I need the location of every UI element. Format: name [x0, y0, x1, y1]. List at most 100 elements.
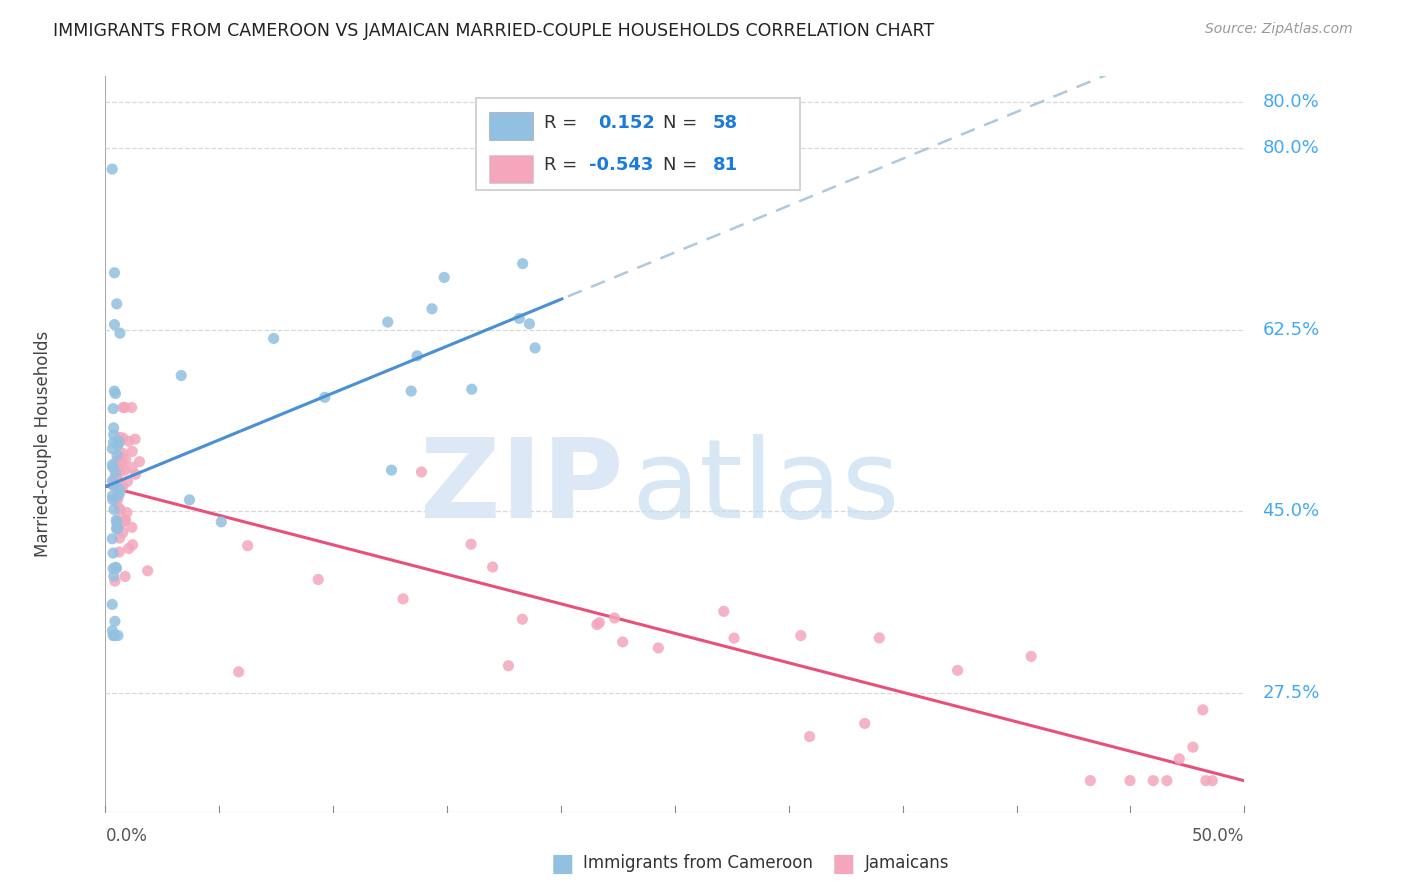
Point — [136, 564, 159, 578]
Point — [118, 541, 141, 556]
Point — [104, 469, 127, 483]
Point — [1201, 773, 1223, 788]
Point — [121, 538, 143, 552]
Text: IMMIGRANTS FROM CAMEROON VS JAMAICAN MARRIED-COUPLE HOUSEHOLDS CORRELATION CHART: IMMIGRANTS FROM CAMEROON VS JAMAICAN MAR… — [53, 22, 935, 40]
Point — [105, 513, 128, 527]
Point — [105, 514, 128, 528]
Text: R =: R = — [544, 114, 583, 132]
Text: 81: 81 — [713, 156, 738, 174]
Point — [107, 438, 129, 452]
Point — [107, 476, 129, 491]
Point — [406, 349, 429, 363]
Point — [107, 489, 129, 503]
Point — [114, 513, 136, 527]
Point — [101, 401, 124, 416]
Point — [111, 446, 134, 460]
Point — [105, 453, 128, 467]
Text: 0.0%: 0.0% — [105, 827, 148, 846]
Text: Source: ZipAtlas.com: Source: ZipAtlas.com — [1205, 22, 1353, 37]
Point — [586, 617, 609, 632]
Point — [118, 434, 141, 449]
Point — [101, 628, 124, 642]
Point — [108, 501, 131, 516]
Point — [103, 266, 125, 280]
Point — [105, 449, 128, 463]
Point — [121, 520, 143, 534]
Text: 80.0%: 80.0% — [1263, 93, 1319, 111]
Point — [112, 401, 135, 415]
Point — [799, 730, 821, 744]
Point — [103, 502, 125, 516]
Point — [101, 460, 124, 475]
Point — [512, 612, 534, 626]
Point — [103, 384, 125, 398]
Point — [108, 531, 131, 545]
Point — [111, 479, 134, 493]
Point — [124, 432, 146, 446]
FancyBboxPatch shape — [475, 98, 800, 190]
Text: 62.5%: 62.5% — [1263, 321, 1320, 339]
Point — [461, 382, 484, 396]
Point — [1191, 703, 1213, 717]
Point — [105, 516, 128, 530]
Point — [179, 492, 201, 507]
FancyBboxPatch shape — [489, 154, 533, 183]
Point — [105, 494, 128, 508]
Text: Immigrants from Cameroon: Immigrants from Cameroon — [583, 855, 813, 872]
Point — [263, 331, 285, 345]
Point — [1142, 773, 1164, 788]
Point — [112, 515, 135, 529]
Point — [170, 368, 193, 383]
Point — [114, 463, 136, 477]
Point — [498, 658, 520, 673]
FancyBboxPatch shape — [489, 112, 533, 140]
Point — [107, 628, 129, 642]
Text: 45.0%: 45.0% — [1263, 502, 1319, 520]
Point — [107, 457, 129, 471]
Point — [108, 430, 131, 444]
Point — [103, 476, 125, 491]
Point — [108, 434, 131, 449]
Point — [101, 474, 124, 488]
Point — [723, 631, 745, 645]
Point — [481, 560, 503, 574]
Text: 0.152: 0.152 — [599, 114, 655, 132]
Point — [111, 525, 134, 540]
Point — [108, 457, 131, 471]
Point — [868, 631, 890, 645]
Text: N =: N = — [664, 156, 703, 174]
Point — [121, 444, 143, 458]
Point — [104, 471, 127, 485]
Text: N =: N = — [664, 114, 703, 132]
Point — [107, 521, 129, 535]
Point — [124, 467, 146, 482]
Point — [105, 561, 128, 575]
Point — [1181, 740, 1204, 755]
Point — [101, 624, 124, 638]
Point — [460, 537, 482, 551]
Point — [101, 532, 124, 546]
Point — [1168, 752, 1191, 766]
Point — [103, 318, 125, 332]
Point — [104, 574, 127, 588]
Point — [110, 449, 132, 463]
Point — [612, 635, 634, 649]
Point — [101, 598, 124, 612]
Point — [524, 341, 547, 355]
Point — [101, 162, 124, 177]
Point — [377, 315, 399, 329]
Point — [108, 545, 131, 559]
Point — [411, 465, 433, 479]
Point — [380, 463, 402, 477]
Text: 50.0%: 50.0% — [1192, 827, 1244, 846]
Point — [1019, 649, 1042, 664]
Text: atlas: atlas — [631, 434, 900, 541]
Point — [105, 473, 128, 487]
Point — [103, 421, 125, 435]
Point — [946, 664, 969, 678]
Text: ZIP: ZIP — [420, 434, 624, 541]
Point — [117, 475, 139, 489]
Point — [603, 611, 626, 625]
Point — [111, 431, 134, 445]
Point — [104, 628, 127, 642]
